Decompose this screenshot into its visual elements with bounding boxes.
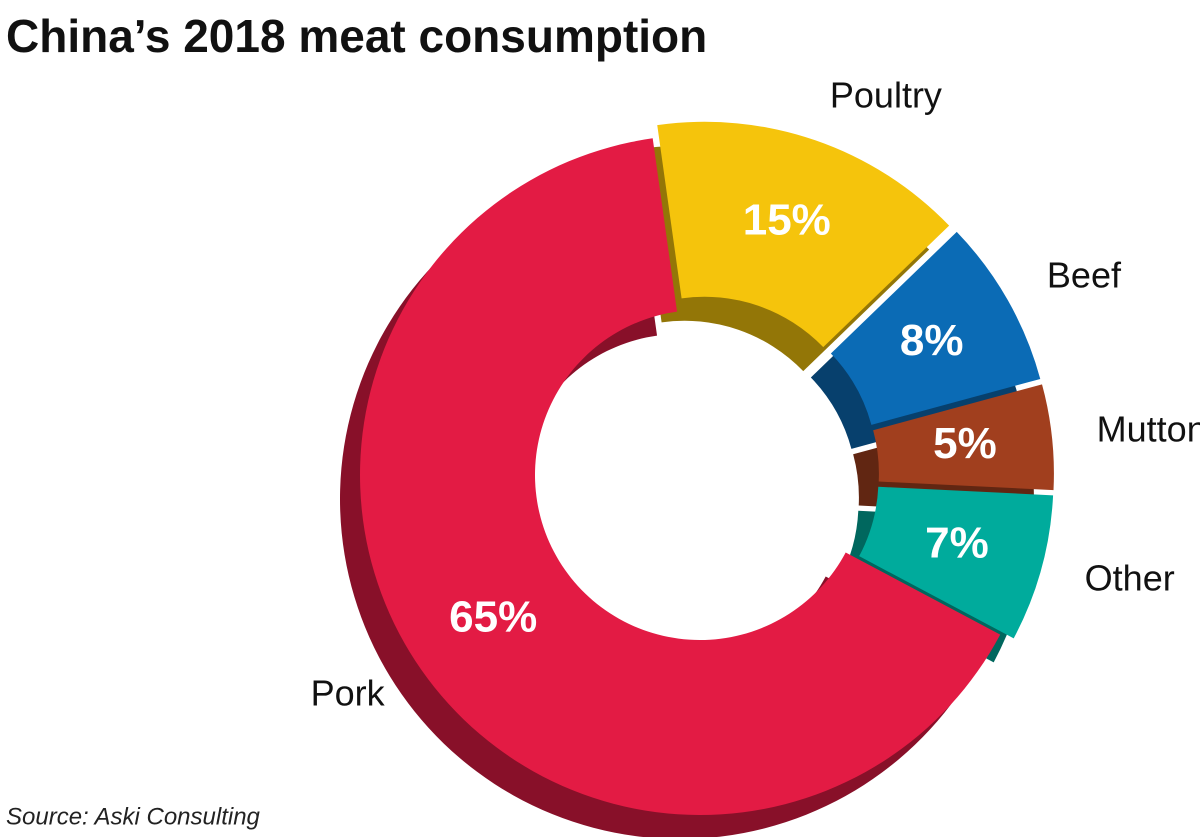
value-label: 65% xyxy=(449,592,537,641)
slice xyxy=(873,384,1054,491)
category-label: Mutton xyxy=(1097,408,1200,449)
slice xyxy=(360,138,1001,816)
value-label: 5% xyxy=(933,419,997,468)
category-label: Poultry xyxy=(830,74,942,115)
slice xyxy=(830,231,1041,425)
value-label: 15% xyxy=(743,196,831,245)
category-label: Beef xyxy=(1047,254,1122,295)
category-label: Pork xyxy=(311,672,386,713)
value-label: 7% xyxy=(925,518,989,567)
chart-title: China’s 2018 meat consumption xyxy=(6,10,707,62)
category-label: Other xyxy=(1085,557,1175,598)
slice xyxy=(657,121,950,348)
slice xyxy=(859,486,1054,639)
source-note: Source: Aski Consulting xyxy=(6,803,261,830)
value-label: 8% xyxy=(900,316,964,365)
